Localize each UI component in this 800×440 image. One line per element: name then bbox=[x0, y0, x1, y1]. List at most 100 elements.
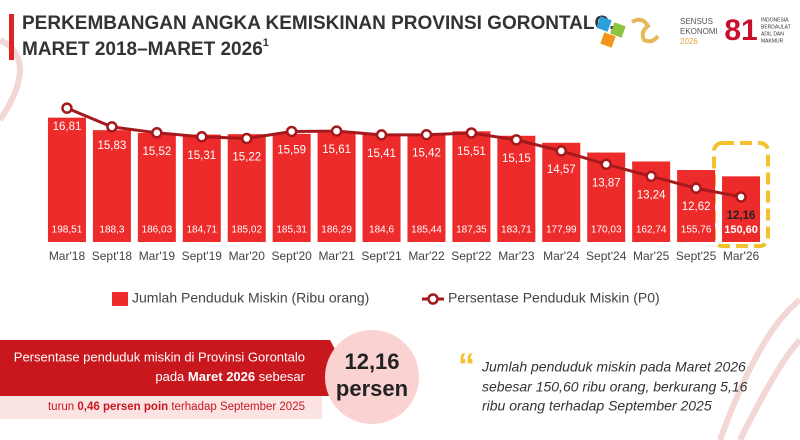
line-point bbox=[420, 128, 433, 141]
decoration bbox=[737, 337, 800, 440]
line-point bbox=[151, 127, 163, 139]
legend-marker bbox=[427, 293, 439, 305]
bar bbox=[722, 176, 761, 242]
bar-value-label: 186,29 bbox=[321, 225, 352, 236]
line-point bbox=[645, 170, 657, 183]
logo-text: INDONESIA bbox=[761, 17, 789, 23]
line-value-label: 15,42 bbox=[412, 148, 441, 160]
bar-value-label: 183,71 bbox=[501, 225, 532, 236]
logo-text: ADIL DAN bbox=[761, 31, 784, 37]
note-band bbox=[0, 395, 322, 419]
bar bbox=[677, 170, 716, 242]
bar-value-label: 188,3 bbox=[99, 225, 124, 236]
line-value-label: 12,16 bbox=[727, 210, 756, 222]
bar-value-label: 177,99 bbox=[546, 225, 577, 236]
line-point bbox=[106, 121, 118, 133]
legend-label: Persentase Penduduk Miskin (P0) bbox=[448, 290, 660, 306]
bar-value-label: 185,44 bbox=[411, 225, 442, 236]
bar-value-label: 186,03 bbox=[142, 225, 173, 236]
logo-text: BERDAULAT bbox=[761, 24, 791, 30]
line-point bbox=[510, 134, 523, 146]
x-tick-label: Sept'20 bbox=[271, 249, 312, 263]
logo-bps bbox=[596, 16, 626, 48]
line-value-label: 15,15 bbox=[502, 153, 531, 165]
bar-value-label: 185,31 bbox=[276, 225, 307, 236]
decoration bbox=[0, 37, 23, 122]
line-value-label: 15,59 bbox=[277, 144, 306, 156]
summary-text-bold: Maret 2026 bbox=[188, 369, 255, 384]
line-point bbox=[465, 127, 478, 139]
x-tick-label: Mar'20 bbox=[229, 249, 266, 263]
line-point bbox=[555, 145, 568, 157]
line-point bbox=[196, 131, 208, 143]
summary-note: turun 0,46 persen poin terhadap Septembe… bbox=[48, 401, 305, 413]
summary-value: 12,16 bbox=[344, 349, 399, 374]
legend-swatch bbox=[112, 292, 128, 306]
logo-text: MAKMUR bbox=[761, 38, 784, 44]
bar-value-label: 184,71 bbox=[186, 225, 217, 236]
bar bbox=[92, 130, 131, 242]
summary-text-part: pada bbox=[155, 369, 188, 384]
logo-se bbox=[630, 17, 660, 44]
line-value-label: 15,51 bbox=[457, 146, 486, 158]
x-tick-label: Sept'19 bbox=[182, 249, 223, 263]
bar bbox=[497, 135, 536, 242]
logo-text: EKONOMI bbox=[680, 27, 718, 36]
line-point bbox=[690, 182, 702, 194]
x-tick-label: Sept'21 bbox=[361, 249, 402, 263]
line-point bbox=[285, 125, 298, 138]
quote-text: sebesar 150,60 ribu orang, berkurang 5,1… bbox=[482, 379, 748, 395]
line-value-label: 15,31 bbox=[187, 150, 216, 162]
bar bbox=[182, 134, 221, 242]
x-tick-label: Mar'26 bbox=[723, 249, 760, 263]
line bbox=[66, 106, 742, 199]
line-point bbox=[330, 125, 343, 137]
bar-value-label: 150,60 bbox=[724, 224, 758, 236]
logo-81: 81 bbox=[724, 14, 757, 47]
line-value-label: 14,57 bbox=[547, 164, 576, 176]
bar bbox=[407, 133, 446, 242]
footnote-mark: 1 bbox=[263, 37, 269, 49]
line-point bbox=[375, 129, 388, 141]
x-tick-label: Mar'19 bbox=[139, 249, 176, 263]
line-point bbox=[61, 102, 73, 114]
x-tick-label: Mar'18 bbox=[49, 249, 86, 263]
line-point bbox=[735, 191, 747, 203]
x-tick-label: Sept'24 bbox=[586, 249, 627, 263]
summary-text: pada Maret 2026 sebesar bbox=[155, 369, 305, 384]
bar bbox=[542, 142, 581, 242]
line-point bbox=[240, 132, 253, 145]
line-value-label: 15,41 bbox=[367, 148, 396, 160]
summary-text-part: sebesar bbox=[255, 369, 306, 384]
x-tick-label: Sept'22 bbox=[451, 249, 492, 263]
bar bbox=[137, 132, 176, 242]
title-line: MARET 2018–MARET 2026 bbox=[22, 39, 263, 60]
summary-banner bbox=[0, 340, 345, 396]
title: PERKEMBANGAN ANGKA KEMISKINAN PROVINSI G… bbox=[22, 13, 615, 34]
title-accent bbox=[9, 14, 14, 60]
value-circle bbox=[325, 330, 419, 424]
x-tick-label: Sept'18 bbox=[92, 249, 133, 263]
note-part: turun bbox=[48, 401, 77, 413]
x-tick-label: Sept'25 bbox=[676, 249, 717, 263]
bar-value-label: 155,76 bbox=[681, 225, 712, 236]
line-value-label: 13,24 bbox=[637, 189, 666, 201]
line-value-label: 12,62 bbox=[682, 201, 711, 213]
summary-text: Persentase penduduk miskin di Provinsi G… bbox=[14, 349, 305, 364]
decoration bbox=[717, 297, 800, 440]
line-point bbox=[600, 158, 612, 171]
logo-text: SENSUS bbox=[680, 17, 713, 26]
bar bbox=[272, 133, 311, 242]
bar-value-label: 184,6 bbox=[369, 225, 394, 236]
bar-value-label: 162,74 bbox=[636, 225, 667, 236]
bar bbox=[317, 132, 356, 242]
note-bold: 0,46 persen poin bbox=[77, 401, 168, 413]
note-part: terhadap September 2025 bbox=[168, 401, 305, 413]
x-tick-label: Mar'21 bbox=[318, 249, 355, 263]
x-tick-label: Mar'25 bbox=[633, 249, 670, 263]
chart: 198,51 Mar'18 188,3 Sept'18 186,03 Mar'19 184,… bbox=[47, 102, 771, 263]
line-value-label: 15,83 bbox=[98, 140, 127, 152]
quote-mark: “ bbox=[458, 347, 475, 385]
